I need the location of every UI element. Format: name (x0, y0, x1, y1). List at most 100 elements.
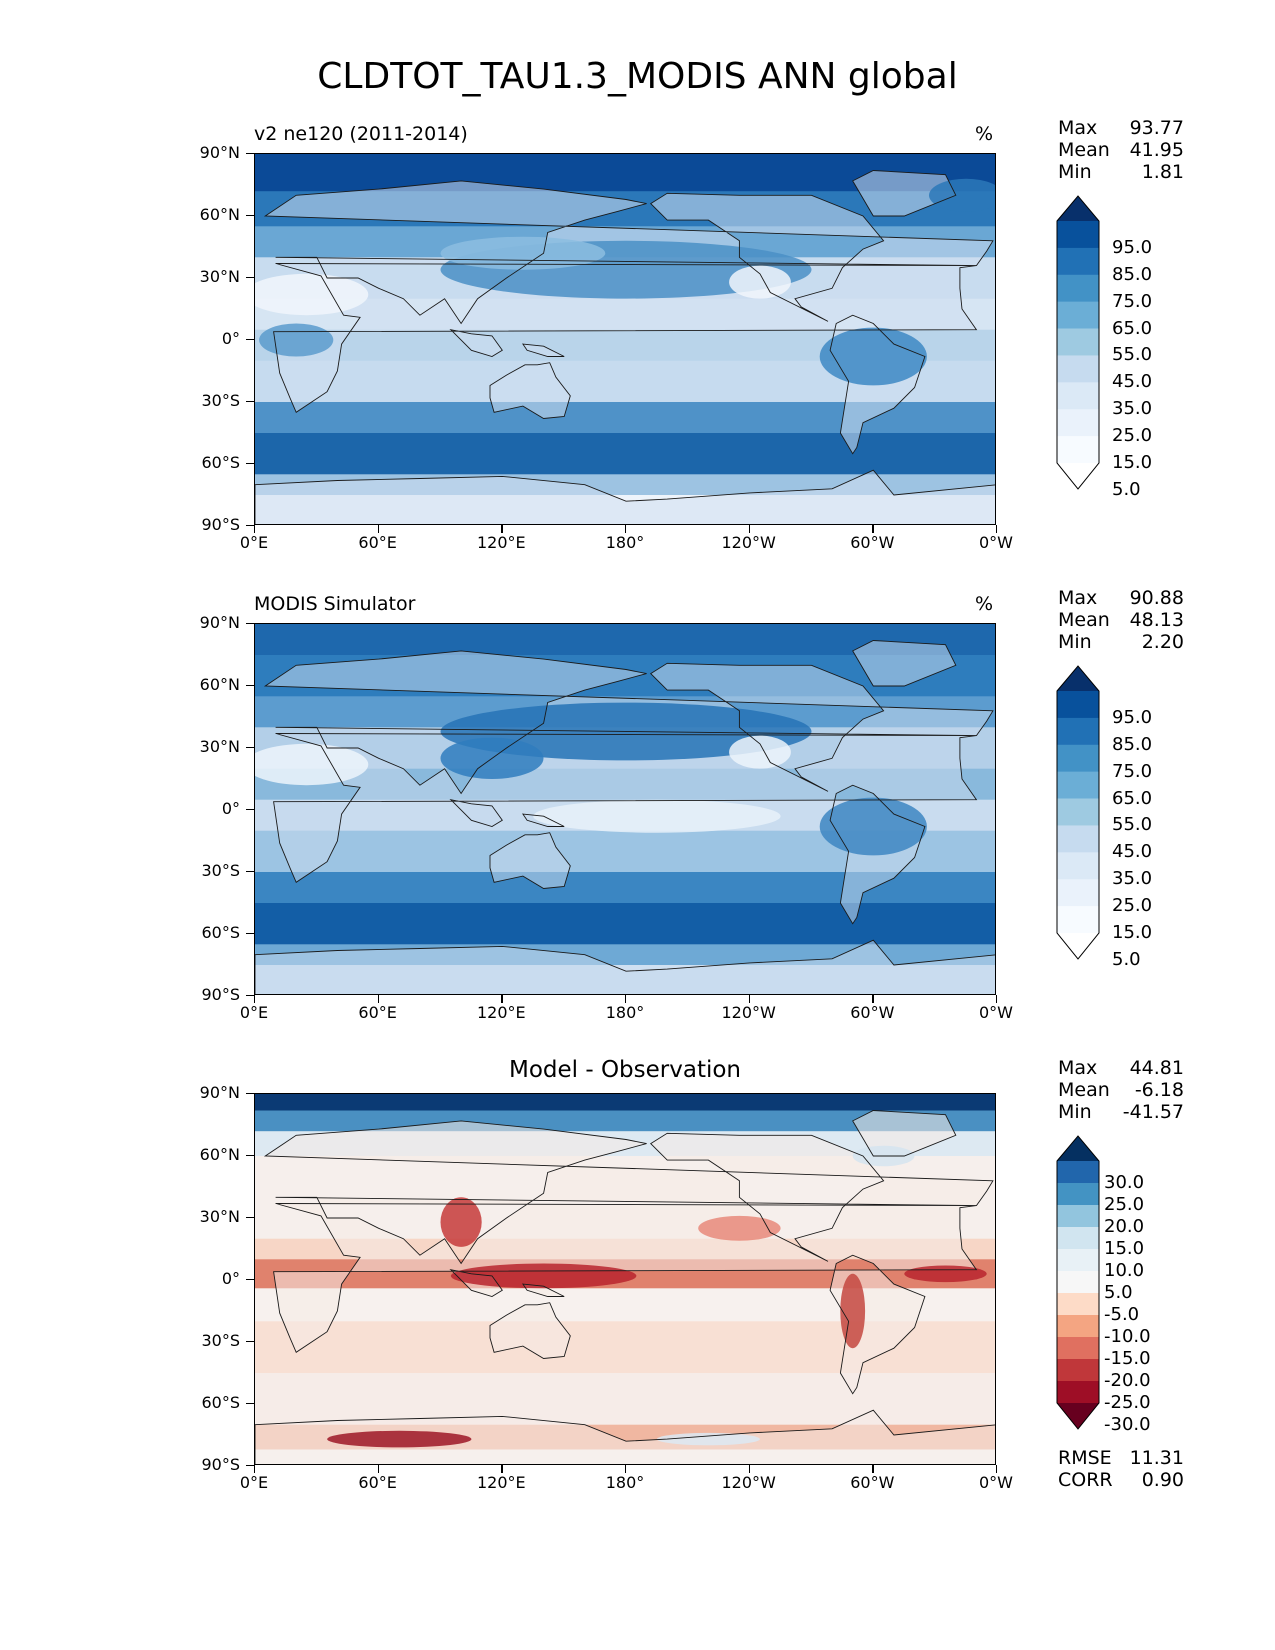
colorbar-label: 35.0 (1112, 868, 1153, 890)
stat-label: Mean (1058, 609, 1110, 631)
colorbar-label: -5.0 (1104, 1304, 1140, 1325)
stat-row: Mean 41.95 (1058, 139, 1184, 161)
lon-tick-mark (748, 995, 751, 1003)
colorbar-segment (1057, 744, 1099, 772)
stat-label: Min (1058, 631, 1092, 653)
colorbar-extend-max (1057, 1136, 1099, 1161)
field-feature (656, 1432, 760, 1446)
field-feature (729, 265, 791, 299)
stat-row: Max 90.88 (1058, 587, 1184, 609)
lat-tick-mark (246, 685, 254, 687)
colorbar-segment (1057, 1227, 1099, 1250)
lat-tick-mark (246, 277, 254, 279)
field-feature (440, 1197, 482, 1247)
colorbar-diff (1056, 1135, 1100, 1430)
colorbar-segment (1057, 1161, 1099, 1184)
colorbar-segment (1057, 221, 1099, 249)
colorbar-segment (1057, 247, 1099, 276)
stat-value: 1.81 (1141, 161, 1184, 183)
colorbar-label: 30.0 (1104, 1172, 1145, 1193)
lon-tick-label: 180° (605, 1473, 645, 1492)
colorbar-segment (1057, 1381, 1099, 1404)
lat-tick-label: 30°N (199, 737, 240, 756)
colorbar-segment (1057, 436, 1099, 464)
lon-tick-mark (377, 995, 380, 1003)
lat-tick-label: 90°N (199, 613, 240, 632)
lon-tick-label: 60°E (358, 1473, 397, 1492)
colorbar-segment (1057, 1183, 1099, 1206)
colorbar-label: -25.0 (1104, 1392, 1151, 1413)
colorbar-label: 55.0 (1112, 344, 1153, 366)
stat-value: -6.18 (1134, 1079, 1184, 1101)
lat-tick-label: 60°N (199, 205, 240, 224)
lat-tick-mark (246, 747, 254, 749)
field-band (255, 1373, 995, 1426)
lat-tick-mark (246, 1279, 254, 1281)
lon-tick-label: 0°W (979, 533, 1013, 552)
lat-tick-mark (246, 1403, 254, 1405)
lat-tick-mark (246, 1341, 254, 1343)
colorbar-segment (1057, 1293, 1099, 1316)
lat-tick-label: 90°S (201, 515, 240, 534)
lon-tick-label: 0°E (239, 1003, 269, 1022)
field-feature (840, 1273, 866, 1349)
colorbar-segment (1057, 1337, 1099, 1360)
lon-tick-mark (501, 525, 503, 533)
lon-tick-mark (254, 525, 256, 533)
colorbar-segment (1057, 771, 1099, 799)
lon-tick-label: 60°E (358, 1003, 397, 1022)
stat-value: 93.77 (1129, 117, 1184, 139)
panel-units-model: % (975, 123, 994, 145)
colorbar-segment (1057, 1205, 1099, 1228)
stat-row: Min 1.81 (1058, 161, 1184, 183)
lon-tick-label: 120°W (721, 1473, 776, 1492)
lat-tick-label: 90°N (199, 1083, 240, 1102)
colorbar-label: 75.0 (1112, 760, 1153, 782)
stat-label: Mean (1058, 139, 1110, 161)
field-band (255, 433, 995, 475)
colorbar-label: 25.0 (1104, 1194, 1145, 1215)
lat-tick-mark (246, 871, 254, 873)
lon-tick-label: 0°W (979, 1003, 1013, 1022)
lon-tick-mark (748, 525, 751, 533)
panel-units-obs: % (975, 593, 994, 615)
field-feature (729, 735, 791, 769)
stat-label: Max (1058, 117, 1098, 139)
lat-tick-mark (246, 809, 254, 811)
field-feature (327, 1430, 472, 1448)
colorbar-extend-max (1057, 666, 1099, 691)
field-feature (819, 797, 927, 856)
field-feature (450, 1263, 637, 1289)
lat-tick-label: 30°N (199, 267, 240, 286)
lat-tick-mark (246, 401, 254, 403)
lat-tick-label: 90°S (201, 1455, 240, 1474)
field-feature (533, 799, 781, 833)
lon-tick-mark (872, 995, 874, 1003)
lon-tick-mark (377, 1465, 380, 1473)
lat-tick-label: 0° (221, 329, 240, 348)
lat-tick-mark (246, 995, 254, 997)
lon-tick-mark (996, 995, 998, 1003)
colorbar-segment (1057, 852, 1099, 880)
panel-title-obs: MODIS Simulator (254, 593, 416, 615)
coastlines (255, 1110, 995, 1464)
lon-tick-label: 0°E (239, 533, 269, 552)
colorbar-extend-min (1057, 463, 1099, 489)
stat-row: Max 93.77 (1058, 117, 1184, 139)
lat-tick-label: 30°S (201, 391, 240, 410)
colorbar-label: 65.0 (1112, 787, 1153, 809)
lat-tick-label: 30°N (199, 1207, 240, 1226)
colorbar-model (1056, 195, 1100, 490)
lat-tick-label: 60°S (201, 453, 240, 472)
colorbar-segment (1057, 382, 1099, 410)
colorbar-segment (1057, 1315, 1099, 1338)
colorbar-label: 5.0 (1104, 1282, 1133, 1303)
lat-tick-label: 0° (221, 1269, 240, 1288)
colorbar-extend-max (1057, 196, 1099, 221)
colorbar-extend-min (1057, 933, 1099, 959)
map-field-model (255, 154, 995, 524)
stat-value: 41.95 (1129, 139, 1184, 161)
stat-value: 90.88 (1129, 587, 1184, 609)
colorbar-label: 85.0 (1112, 733, 1153, 755)
lon-tick-label: 60°E (358, 533, 397, 552)
